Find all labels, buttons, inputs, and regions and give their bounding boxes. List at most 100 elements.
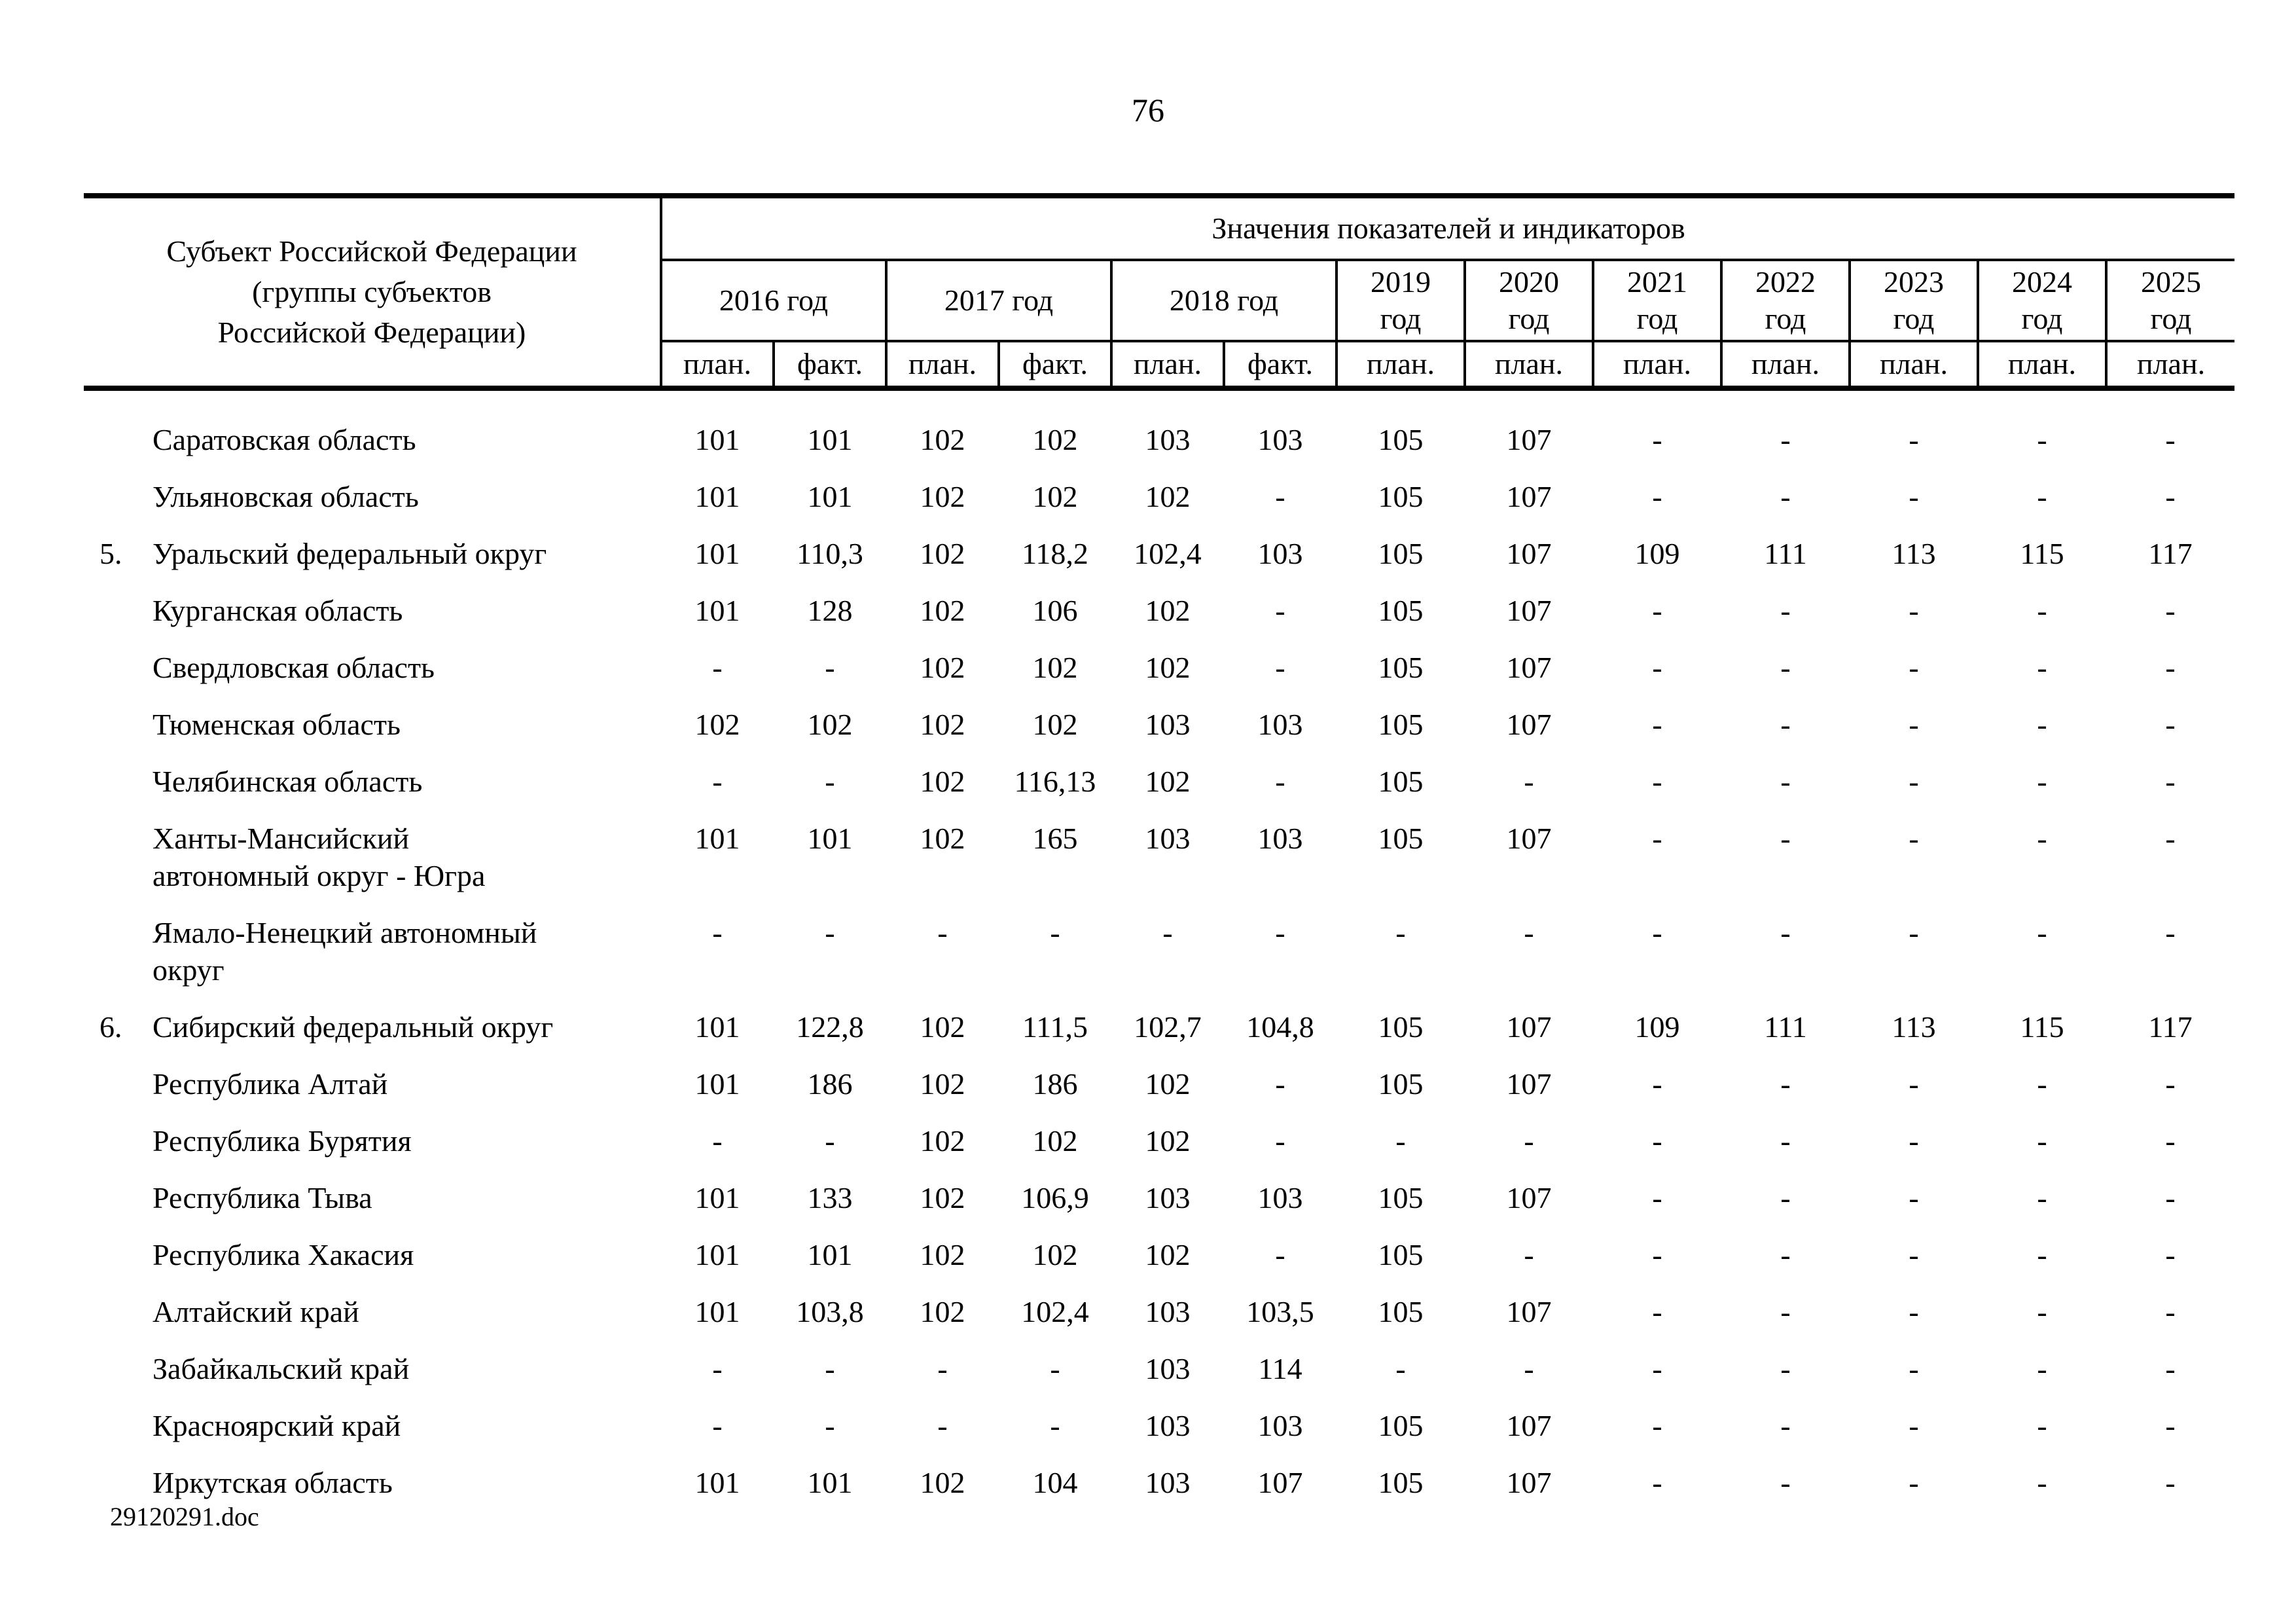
value-cell-2: 102: [920, 651, 965, 684]
value-cell-11: -: [2037, 1352, 2047, 1385]
value-cell-2: 102: [920, 1010, 965, 1044]
value-cell-4: -: [1162, 916, 1173, 949]
subcolumn-header-10: план.: [1848, 340, 1979, 391]
subject-name-cell: Забайкальский край: [152, 1352, 410, 1385]
value-cell-10: -: [1909, 423, 1919, 456]
value-cell-9: -: [1780, 765, 1791, 798]
value-cell-12: 117: [2148, 1010, 2193, 1044]
subject-name-cell: Красноярский край: [152, 1409, 401, 1442]
value-cell-1: -: [825, 651, 835, 684]
year-header-2019: 2019 год: [1335, 259, 1466, 342]
value-cell-5: -: [1275, 480, 1285, 513]
value-cell-7: 107: [1506, 1010, 1552, 1044]
value-cell-12: -: [2165, 651, 2176, 684]
year-header-2024: 2024 год: [1977, 259, 2108, 342]
subject-name-cell: Республика Алтай: [152, 1067, 388, 1101]
value-cell-12: -: [2165, 1238, 2176, 1271]
value-cell-6: 105: [1378, 1295, 1424, 1328]
value-cell-3: 118,2: [1022, 537, 1088, 570]
value-cell-7: -: [1524, 1352, 1534, 1385]
value-cell-12: -: [2165, 916, 2176, 949]
value-cell-2: 102: [920, 537, 965, 570]
value-cell-8: -: [1652, 1181, 1662, 1214]
value-cell-3: 102: [1032, 708, 1078, 741]
value-cell-9: -: [1780, 480, 1791, 513]
value-cell-7: -: [1524, 1238, 1534, 1271]
year-header-2025: 2025 год: [2104, 259, 2235, 342]
value-cell-10: 113: [1892, 537, 1936, 570]
value-cell-10: -: [1909, 916, 1919, 949]
subject-column-header: Субъект Российской Федерации (группы суб…: [84, 194, 662, 391]
subject-name-cell: Республика Хакасия: [152, 1238, 414, 1271]
value-cell-7: 107: [1506, 1181, 1552, 1214]
page-number: 76: [1132, 92, 1164, 128]
value-cell-0: 101: [694, 480, 740, 513]
value-cell-0: 101: [694, 1067, 740, 1101]
value-cell-9: -: [1780, 1295, 1791, 1328]
subject-name-cell: Республика Бурятия: [152, 1124, 412, 1158]
subcolumn-header-1: факт.: [772, 340, 888, 391]
value-cell-10: -: [1909, 765, 1919, 798]
value-cell-12: -: [2165, 1409, 2176, 1442]
value-cell-9: -: [1780, 1238, 1791, 1271]
value-cell-6: -: [1395, 916, 1406, 949]
value-cell-0: -: [712, 765, 723, 798]
value-cell-7: -: [1524, 1124, 1534, 1158]
value-cell-9: -: [1780, 1067, 1791, 1101]
subject-name-cell: Ямало-Ненецкий автономный округ: [152, 916, 537, 987]
value-cell-8: -: [1652, 1124, 1662, 1158]
value-cell-6: 105: [1378, 1409, 1424, 1442]
value-cell-8: -: [1652, 1352, 1662, 1385]
value-cell-0: -: [712, 651, 723, 684]
value-cell-4: 102: [1145, 1124, 1191, 1158]
value-cell-7: 107: [1506, 1067, 1552, 1101]
value-cell-7: -: [1524, 765, 1534, 798]
value-cell-11: -: [2037, 1067, 2047, 1101]
value-cell-6: 105: [1378, 822, 1424, 855]
value-cell-12: -: [2165, 1067, 2176, 1101]
subcolumn-header-4: план.: [1110, 340, 1225, 391]
value-cell-4: 102: [1145, 480, 1191, 513]
value-cell-11: -: [2037, 423, 2047, 456]
value-cell-0: 101: [694, 1295, 740, 1328]
table-row: Республика Алтай 101 186 102 186 102 - 105 107 - -…: [84, 1055, 2234, 1112]
value-cell-7: 107: [1506, 480, 1552, 513]
value-cell-10: -: [1909, 1409, 1919, 1442]
value-cell-1: -: [825, 1409, 835, 1442]
year-header-2020: 2020 год: [1463, 259, 1594, 342]
value-cell-5: -: [1275, 1124, 1285, 1158]
value-cell-7: -: [1524, 916, 1534, 949]
table-row: Ямало-Ненецкий автономный округ - - - - - - - - -…: [84, 904, 2234, 998]
table-row: Республика Бурятия - - 102 102 102 - - - - - - - -: [84, 1112, 2234, 1169]
value-cell-7: 107: [1506, 651, 1552, 684]
value-cell-4: 103: [1145, 1352, 1191, 1385]
value-cell-12: -: [2165, 822, 2176, 855]
value-cell-1: 101: [807, 480, 853, 513]
row-number-cell: [84, 1169, 152, 1226]
value-cell-10: -: [1909, 1181, 1919, 1214]
value-cell-4: 103: [1145, 708, 1191, 741]
values-title-header: Значения показателей и индикаторов: [659, 194, 2235, 261]
value-cell-4: 102: [1145, 1238, 1191, 1271]
value-cell-6: 105: [1378, 480, 1424, 513]
value-cell-6: 105: [1378, 1466, 1424, 1499]
value-cell-11: -: [2037, 1466, 2047, 1499]
value-cell-8: -: [1652, 594, 1662, 627]
value-cell-8: -: [1652, 1466, 1662, 1499]
value-cell-0: -: [712, 1124, 723, 1158]
value-cell-8: -: [1652, 708, 1662, 741]
value-cell-3: 106,9: [1021, 1181, 1089, 1214]
value-cell-11: -: [2037, 1124, 2047, 1158]
value-cell-10: -: [1909, 1067, 1919, 1101]
value-cell-3: -: [1050, 1352, 1060, 1385]
value-cell-5: -: [1275, 765, 1285, 798]
value-cell-4: 102: [1145, 765, 1191, 798]
value-cell-1: 101: [807, 822, 853, 855]
subcolumn-header-7: план.: [1463, 340, 1594, 391]
value-cell-6: 105: [1378, 594, 1424, 627]
value-cell-2: -: [937, 1409, 948, 1442]
value-cell-12: -: [2165, 480, 2176, 513]
subcolumn-header-2: план.: [885, 340, 1000, 391]
year-header-row: 2016 год 2017 год 2018 год 2019 год 2020 год…: [84, 259, 2235, 342]
subject-name-cell: Челябинская область: [152, 765, 423, 798]
